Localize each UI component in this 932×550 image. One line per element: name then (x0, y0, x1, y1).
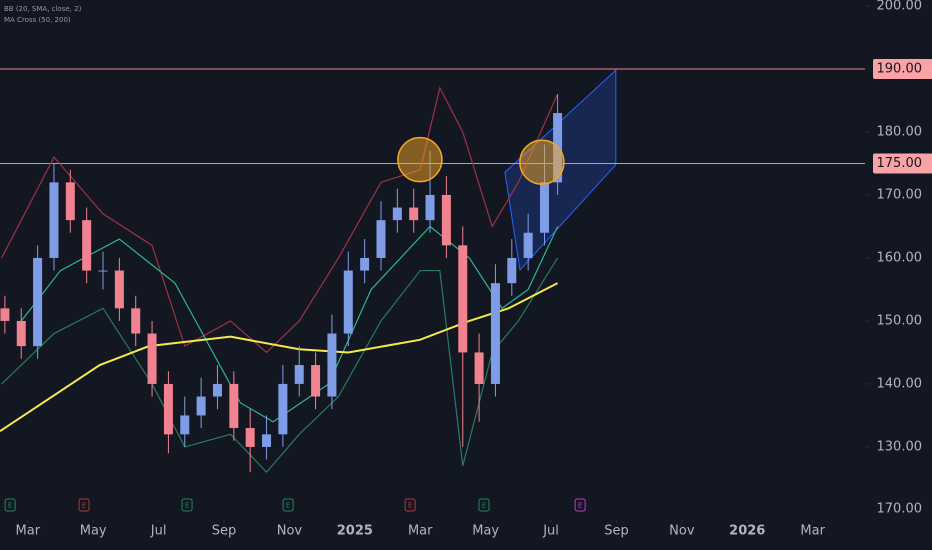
candle-body (229, 383, 239, 429)
event-label: E (408, 502, 412, 510)
highlight-circle (519, 139, 565, 185)
candle-body (311, 365, 321, 397)
candle-body (180, 415, 190, 435)
candle-body (441, 194, 451, 246)
y-axis-extra-label: 170.00 (877, 502, 923, 517)
event-label: E (82, 502, 86, 510)
x-tick-label: 2025 (337, 524, 373, 539)
event-marker (78, 498, 90, 512)
indicator-label: BB (20, SMA, close, 2) (4, 5, 82, 13)
event-marker (574, 498, 586, 512)
y-tick-label: 130.00 (877, 439, 923, 454)
candle-body (0, 308, 10, 321)
candle-body (458, 245, 468, 353)
candle-body (327, 333, 337, 397)
event-marker (404, 498, 416, 512)
candle-body (262, 434, 272, 447)
candle-body (163, 383, 173, 435)
event-label: E (482, 502, 486, 510)
candle-body (33, 257, 43, 347)
y-tick-label: 150.00 (877, 313, 923, 328)
y-tick-label: 140.00 (877, 376, 923, 391)
candle-body (245, 428, 255, 447)
x-tick-label: Mar (16, 524, 41, 539)
event-marker (4, 498, 16, 512)
indicator-label: MA Cross (50, 200) (4, 16, 71, 24)
y-tick-label: 170.00 (877, 187, 923, 202)
candle-body (392, 207, 402, 221)
candle-body (474, 352, 484, 384)
candle-body (82, 220, 92, 271)
level-label-box (873, 153, 932, 174)
x-tick-label: Sep (604, 524, 629, 539)
level-label-box (873, 58, 932, 79)
event-label: E (8, 502, 12, 510)
x-tick-label: 2026 (729, 524, 765, 539)
candle-body (278, 383, 288, 435)
y-tick-label: 180.00 (877, 124, 923, 139)
candle-body (376, 220, 386, 258)
event-marker (282, 498, 294, 512)
candle-body (147, 333, 157, 384)
level-label: 190.00 (877, 61, 923, 76)
event-marker (478, 498, 490, 512)
candle-body (490, 283, 500, 384)
candle-body (360, 257, 370, 271)
candle-body (343, 270, 353, 334)
candle-body (409, 207, 419, 221)
highlight-circle (397, 136, 443, 183)
event-label: E (185, 502, 189, 510)
candle-body (196, 396, 206, 416)
candle-body (523, 232, 533, 258)
candle-body (507, 257, 517, 284)
x-tick-label: Nov (277, 524, 303, 539)
event-label: E (286, 502, 290, 510)
x-tick-label: Sep (212, 524, 237, 539)
x-tick-label: Mar (800, 524, 825, 539)
candle-body (114, 270, 124, 309)
indicator-line (0, 282, 559, 433)
x-tick-label: Jul (150, 524, 167, 539)
y-tick-label: 200.00 (877, 0, 923, 13)
x-tick-label: May (472, 524, 499, 539)
candle-body (98, 270, 108, 272)
x-tick-label: Nov (669, 524, 695, 539)
candle-body (16, 320, 26, 347)
candle-body (131, 308, 141, 334)
x-tick-label: May (80, 524, 107, 539)
candle-body (49, 182, 59, 258)
candle-body (212, 383, 222, 397)
candle-body (294, 365, 304, 384)
level-label: 175.00 (877, 156, 923, 171)
x-tick-label: Jul (542, 524, 559, 539)
indicator-line (1, 257, 559, 474)
candle-body (65, 182, 75, 221)
event-label: E (578, 502, 582, 510)
indicator-line (1, 86, 559, 354)
candle-body (540, 182, 550, 233)
candle-body (425, 194, 435, 221)
x-tick-label: Mar (408, 524, 433, 539)
y-tick-label: 160.00 (877, 250, 923, 265)
event-marker (181, 498, 193, 512)
